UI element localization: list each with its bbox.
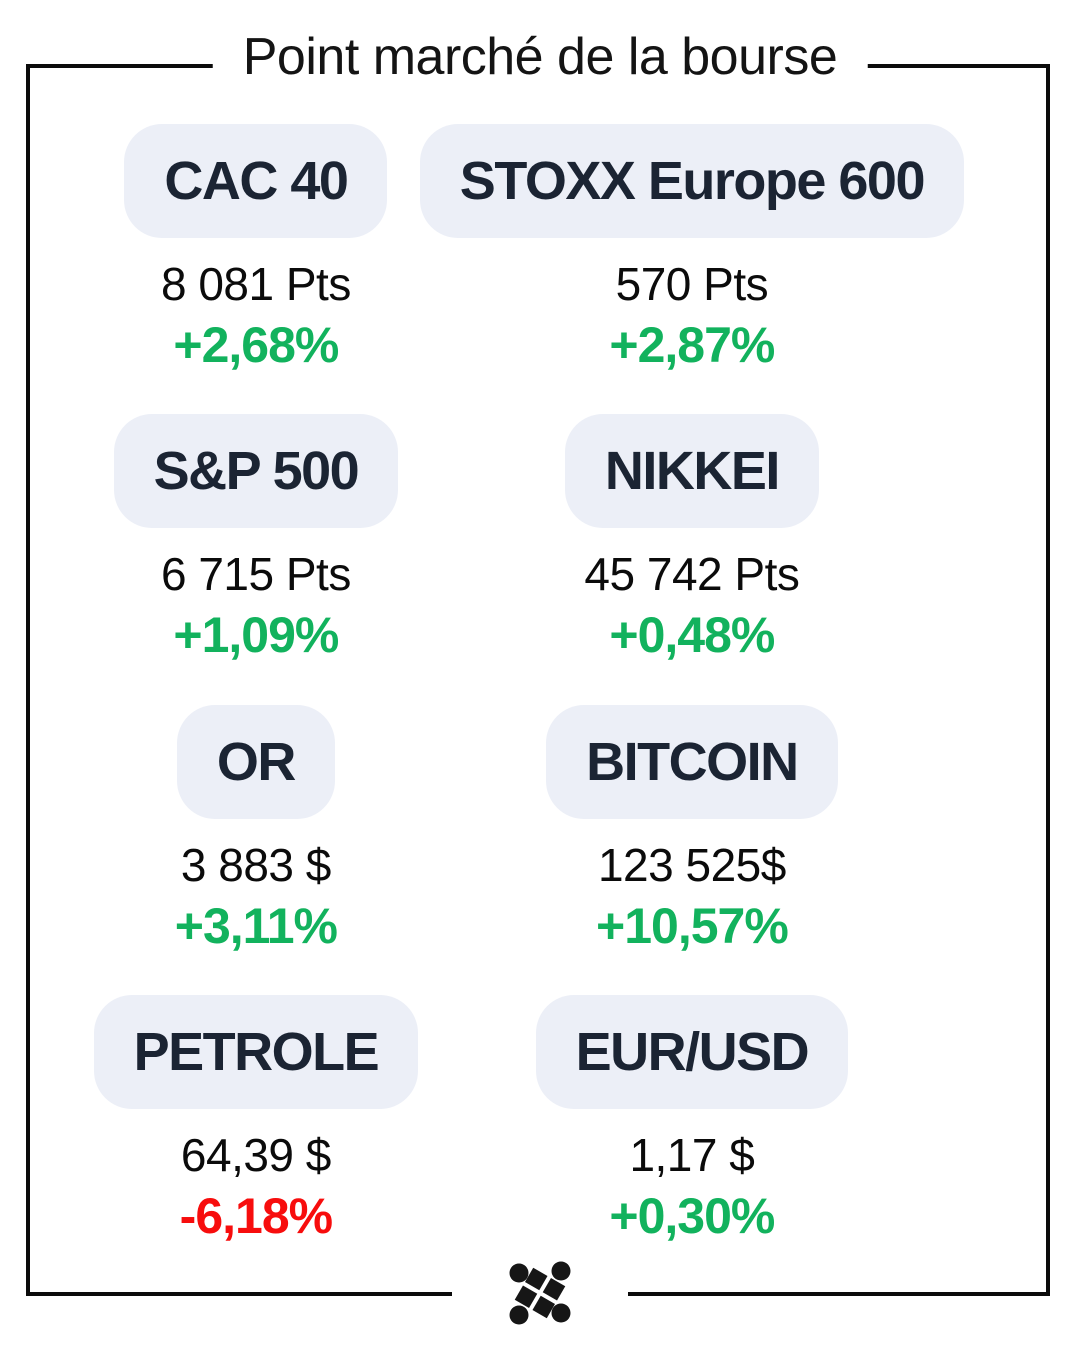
card-bitcoin-change: +10,57% bbox=[596, 897, 789, 954]
card-or-change: +3,11% bbox=[174, 897, 338, 954]
card-cac40: CAC 40 8 081 Pts +2,68% bbox=[92, 124, 420, 374]
card-stoxx-name: STOXX Europe 600 bbox=[419, 124, 964, 238]
card-cac40-change: +2,68% bbox=[173, 316, 339, 373]
card-eurusd-change: +0,30% bbox=[609, 1188, 775, 1245]
card-bitcoin-value: 123 525$ bbox=[597, 838, 786, 891]
card-petrole: PETROLE 64,39 $ -6,18% bbox=[92, 995, 420, 1245]
card-bitcoin-name: BITCOIN bbox=[546, 704, 838, 819]
card-stoxx-change: +2,87% bbox=[609, 316, 775, 373]
logo-container bbox=[452, 1261, 628, 1325]
dice-logo-icon bbox=[509, 1261, 571, 1325]
card-sp500-name: S&P 500 bbox=[113, 414, 399, 529]
card-sp500-value: 6 715 Pts bbox=[160, 548, 351, 601]
card-or: OR 3 883 $ +3,11% bbox=[92, 704, 420, 955]
card-nikkei-value: 45 742 Pts bbox=[584, 548, 800, 601]
card-cac40-value: 8 081 Pts bbox=[160, 258, 351, 310]
market-grid: CAC 40 8 081 Pts +2,68% STOXX Europe 600… bbox=[26, 64, 1050, 1246]
card-nikkei: NIKKEI 45 742 Pts +0,48% bbox=[420, 414, 964, 664]
card-nikkei-change: +0,48% bbox=[609, 607, 775, 664]
card-or-name: OR bbox=[176, 704, 335, 819]
card-cac40-name: CAC 40 bbox=[124, 124, 388, 238]
card-sp500-change: +1,09% bbox=[173, 607, 339, 664]
card-petrole-value: 64,39 $ bbox=[180, 1129, 331, 1182]
card-stoxx-value: 570 Pts bbox=[615, 258, 769, 310]
dice-logo-shapes bbox=[509, 1261, 571, 1325]
card-sp500: S&P 500 6 715 Pts +1,09% bbox=[92, 414, 420, 664]
card-nikkei-name: NIKKEI bbox=[564, 414, 819, 529]
card-eurusd-value: 1,17 $ bbox=[629, 1129, 755, 1182]
card-eurusd-name: EUR/USD bbox=[535, 995, 849, 1110]
card-petrole-name: PETROLE bbox=[93, 995, 419, 1110]
card-bitcoin: BITCOIN 123 525$ +10,57% bbox=[420, 704, 964, 955]
card-stoxx-europe-600: STOXX Europe 600 570 Pts +2,87% bbox=[419, 124, 964, 374]
card-eurusd: EUR/USD 1,17 $ +0,30% bbox=[420, 995, 964, 1245]
card-or-value: 3 883 $ bbox=[180, 838, 331, 891]
page-title: Point marché de la bourse bbox=[212, 26, 868, 88]
card-petrole-change: -6,18% bbox=[179, 1188, 333, 1245]
